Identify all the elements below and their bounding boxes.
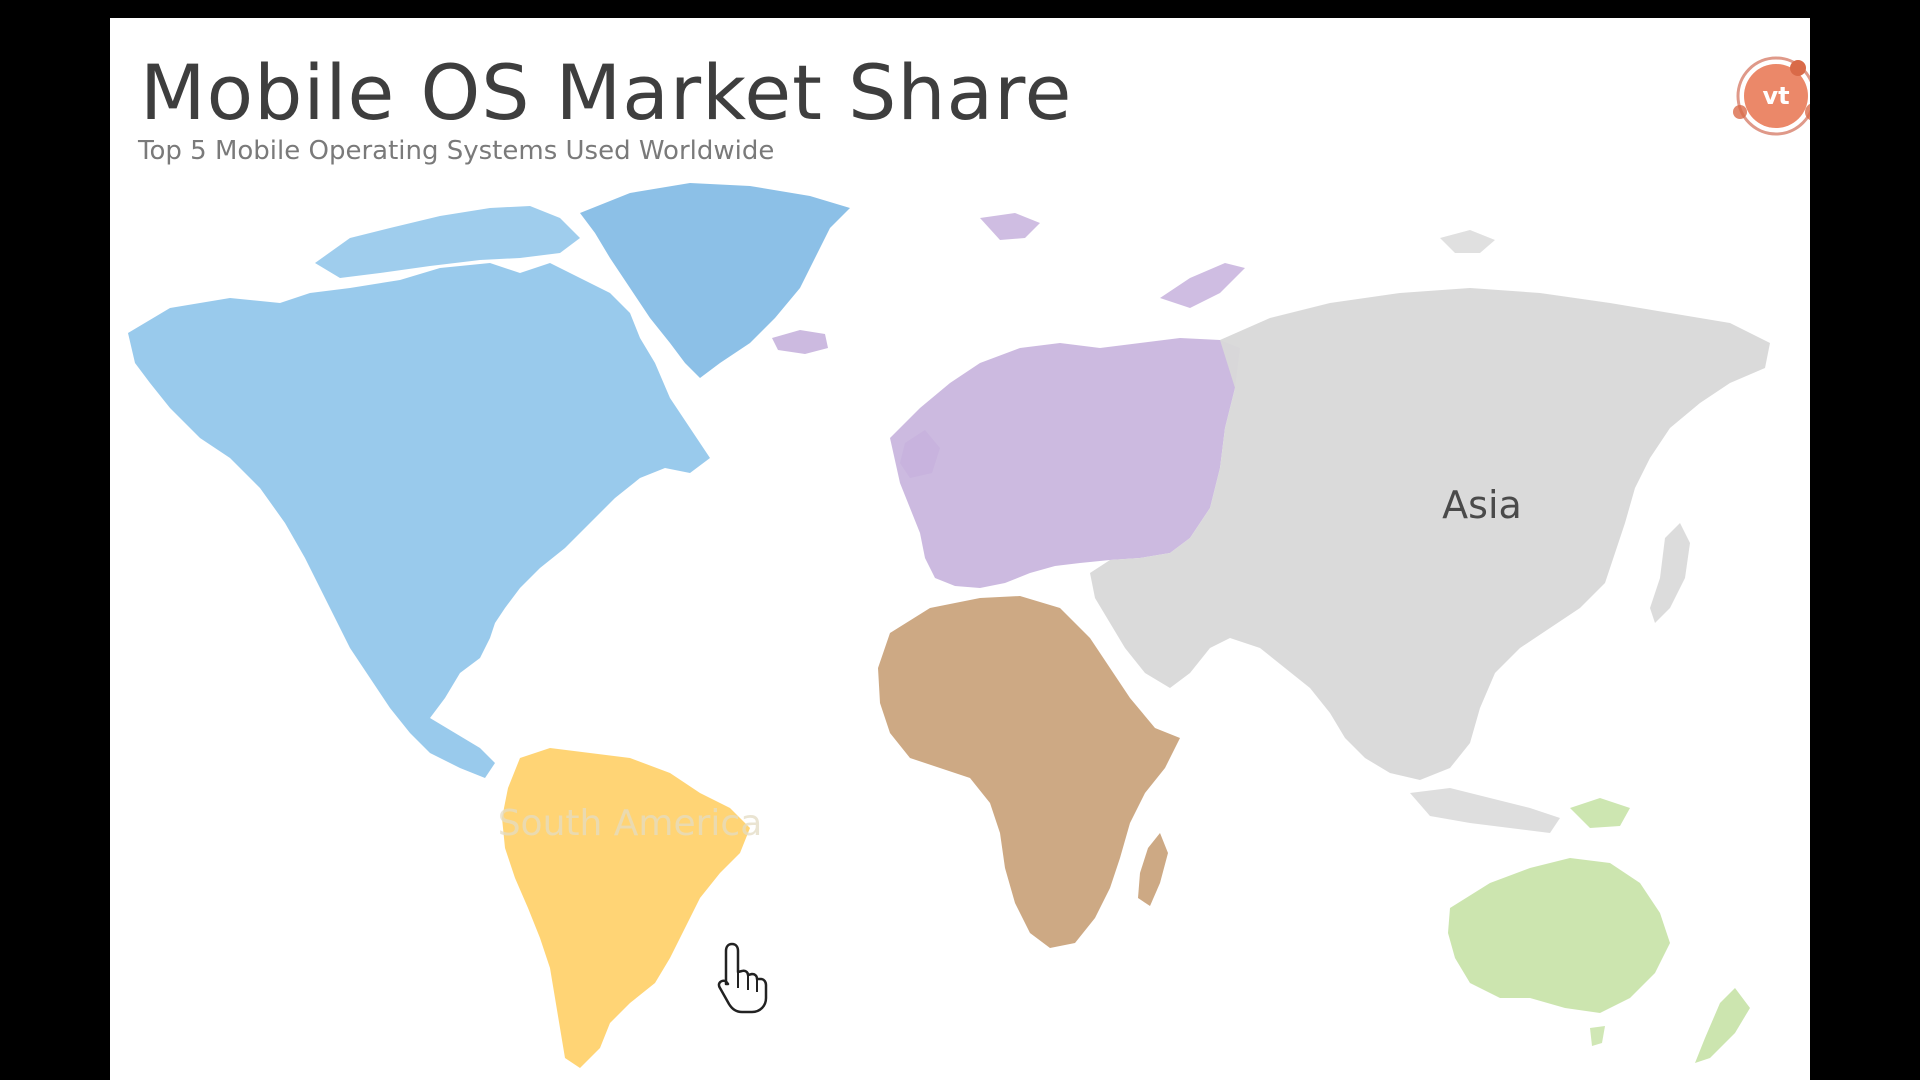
region-south-america[interactable]: South America <box>498 748 763 1068</box>
tasmania-shape[interactable] <box>1590 1026 1605 1046</box>
indonesia-shape[interactable] <box>1410 788 1560 833</box>
south-america-label: South America <box>498 803 763 844</box>
region-europe[interactable] <box>890 213 1245 588</box>
slide-canvas: Mobile OS Market Share Top 5 Mobile Oper… <box>110 18 1810 1080</box>
asia-shape[interactable] <box>1090 288 1770 780</box>
region-africa[interactable] <box>878 596 1180 948</box>
world-map: South America Asia <box>128 183 1770 1068</box>
hand-pointer-icon <box>717 942 768 1014</box>
south-america-shape[interactable] <box>502 748 750 1068</box>
svalbard-shape[interactable] <box>980 213 1040 240</box>
australia-shape[interactable] <box>1448 858 1670 1013</box>
africa-shape[interactable] <box>878 596 1180 948</box>
japan-shape[interactable] <box>1650 523 1690 623</box>
uk-shape[interactable] <box>900 430 940 478</box>
videotutorials-logo-icon: vt <box>1733 56 1810 136</box>
new-zealand-shape[interactable] <box>1695 988 1750 1063</box>
siberia-islands-shape[interactable] <box>1440 230 1495 253</box>
slide-subtitle: Top 5 Mobile Operating Systems Used Worl… <box>138 136 775 166</box>
scandinavia-arctic-shape[interactable] <box>1160 263 1245 308</box>
region-north-america[interactable] <box>128 183 850 778</box>
papua-new-guinea-shape[interactable] <box>1570 798 1630 828</box>
north-america-shape[interactable] <box>128 263 710 778</box>
logo-mark: vt <box>1762 82 1789 110</box>
region-asia[interactable]: Asia <box>1090 230 1770 833</box>
madagascar-shape[interactable] <box>1138 833 1168 906</box>
europe-shape[interactable] <box>890 338 1240 588</box>
greenland-shape[interactable] <box>580 183 850 378</box>
asia-label: Asia <box>1442 483 1522 527</box>
canada-arctic-islands[interactable] <box>315 206 580 278</box>
iceland-shape[interactable] <box>772 330 828 354</box>
region-oceania[interactable] <box>1448 798 1750 1063</box>
slide-title: Mobile OS Market Share <box>140 48 1073 137</box>
